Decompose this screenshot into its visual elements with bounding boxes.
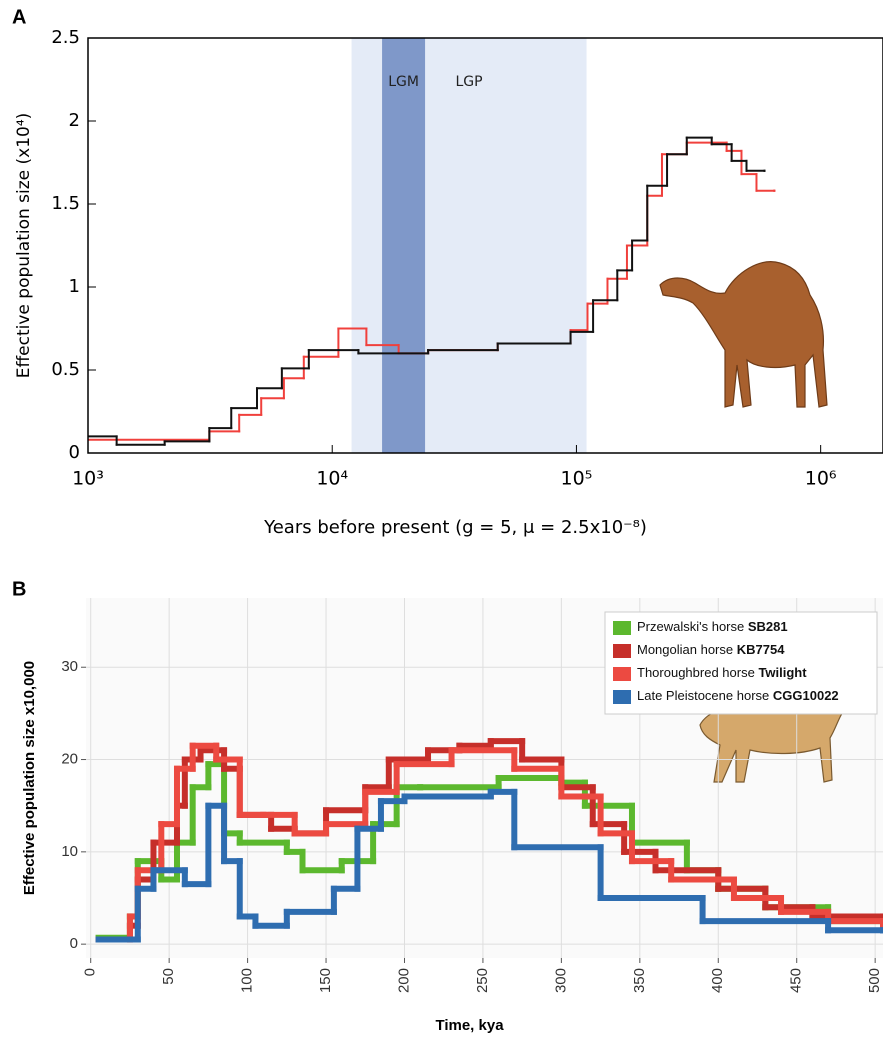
legend-sample: KB7754 (737, 642, 785, 657)
x-tick-label: 10⁴ (316, 468, 348, 490)
legend-sample: SB281 (748, 619, 788, 634)
y-tick-label: 0 (70, 935, 78, 952)
page: A LGP LGM 10³ 10⁴ 10⁵ 10⁶ 0 0.5 1 1.5 2 2.5 Years bef… (0, 0, 883, 1037)
legend-entry: Thoroughbred horse Twilight (637, 665, 807, 680)
x-tick-label: 450 (788, 968, 805, 993)
legend-sample: Twilight (758, 665, 807, 680)
x-tick-label: 500 (866, 968, 883, 993)
y-tick-label: 2.5 (51, 27, 80, 48)
figure: A LGP LGM 10³ 10⁴ 10⁵ 10⁶ 0 0.5 1 1.5 2 2.5 Years bef… (0, 0, 883, 1037)
y-axis-label: Effective population size (x10⁴) (14, 113, 34, 379)
legend-entry: Mongolian horse KB7754 (637, 642, 785, 657)
region-label: LGP (456, 74, 483, 90)
x-axis-label: Time, kya (435, 1017, 504, 1034)
y-tick-label: 1.5 (51, 193, 80, 214)
x-tick-label: 400 (709, 968, 726, 993)
legend-swatch (613, 667, 631, 681)
legend-name: Late Pleistocene horse (637, 688, 769, 703)
legend-name: Thoroughbred horse (637, 665, 755, 680)
x-tick-label: 50 (160, 968, 177, 985)
y-axis-label: Effective population size x10,000 (21, 661, 38, 895)
x-axis-label: Years before present (g = 5, μ = 2.5x10⁻… (263, 517, 647, 538)
legend-swatch (613, 690, 631, 704)
y-tick-label: 20 (61, 751, 78, 768)
y-tick-label: 0 (69, 442, 80, 463)
y-tick-label: 0.5 (51, 359, 80, 380)
x-tick-label: 150 (317, 968, 334, 993)
x-tick-label: 10⁵ (561, 468, 593, 490)
legend-sample: CGG10022 (773, 688, 839, 703)
panel-letter: B (12, 578, 26, 600)
x-tick-label: 0 (82, 968, 99, 976)
legend-entry: Przewalski's horse SB281 (637, 619, 788, 634)
region-label: LGM (388, 74, 419, 90)
x-tick-label: 350 (631, 968, 648, 993)
x-tick-label: 100 (239, 968, 256, 993)
y-tick-label: 10 (61, 843, 78, 860)
camel-illustration (660, 262, 827, 407)
panel-letter: A (12, 6, 26, 28)
legend-swatch (613, 621, 631, 635)
y-tick-label: 2 (69, 110, 80, 131)
legend-name: Przewalski's horse (637, 619, 744, 634)
y-tick-label: 1 (69, 276, 80, 297)
legend-swatch (613, 644, 631, 658)
x-tick-label: 10³ (72, 468, 104, 490)
x-tick-label: 10⁶ (805, 468, 837, 490)
x-tick-label: 200 (395, 968, 412, 993)
legend-entry: Late Pleistocene horse CGG10022 (637, 688, 839, 703)
region-band (382, 38, 425, 453)
legend-name: Mongolian horse (637, 642, 733, 657)
x-tick-label: 300 (552, 968, 569, 993)
y-tick-label: 30 (61, 658, 78, 675)
x-tick-label: 250 (474, 968, 491, 993)
